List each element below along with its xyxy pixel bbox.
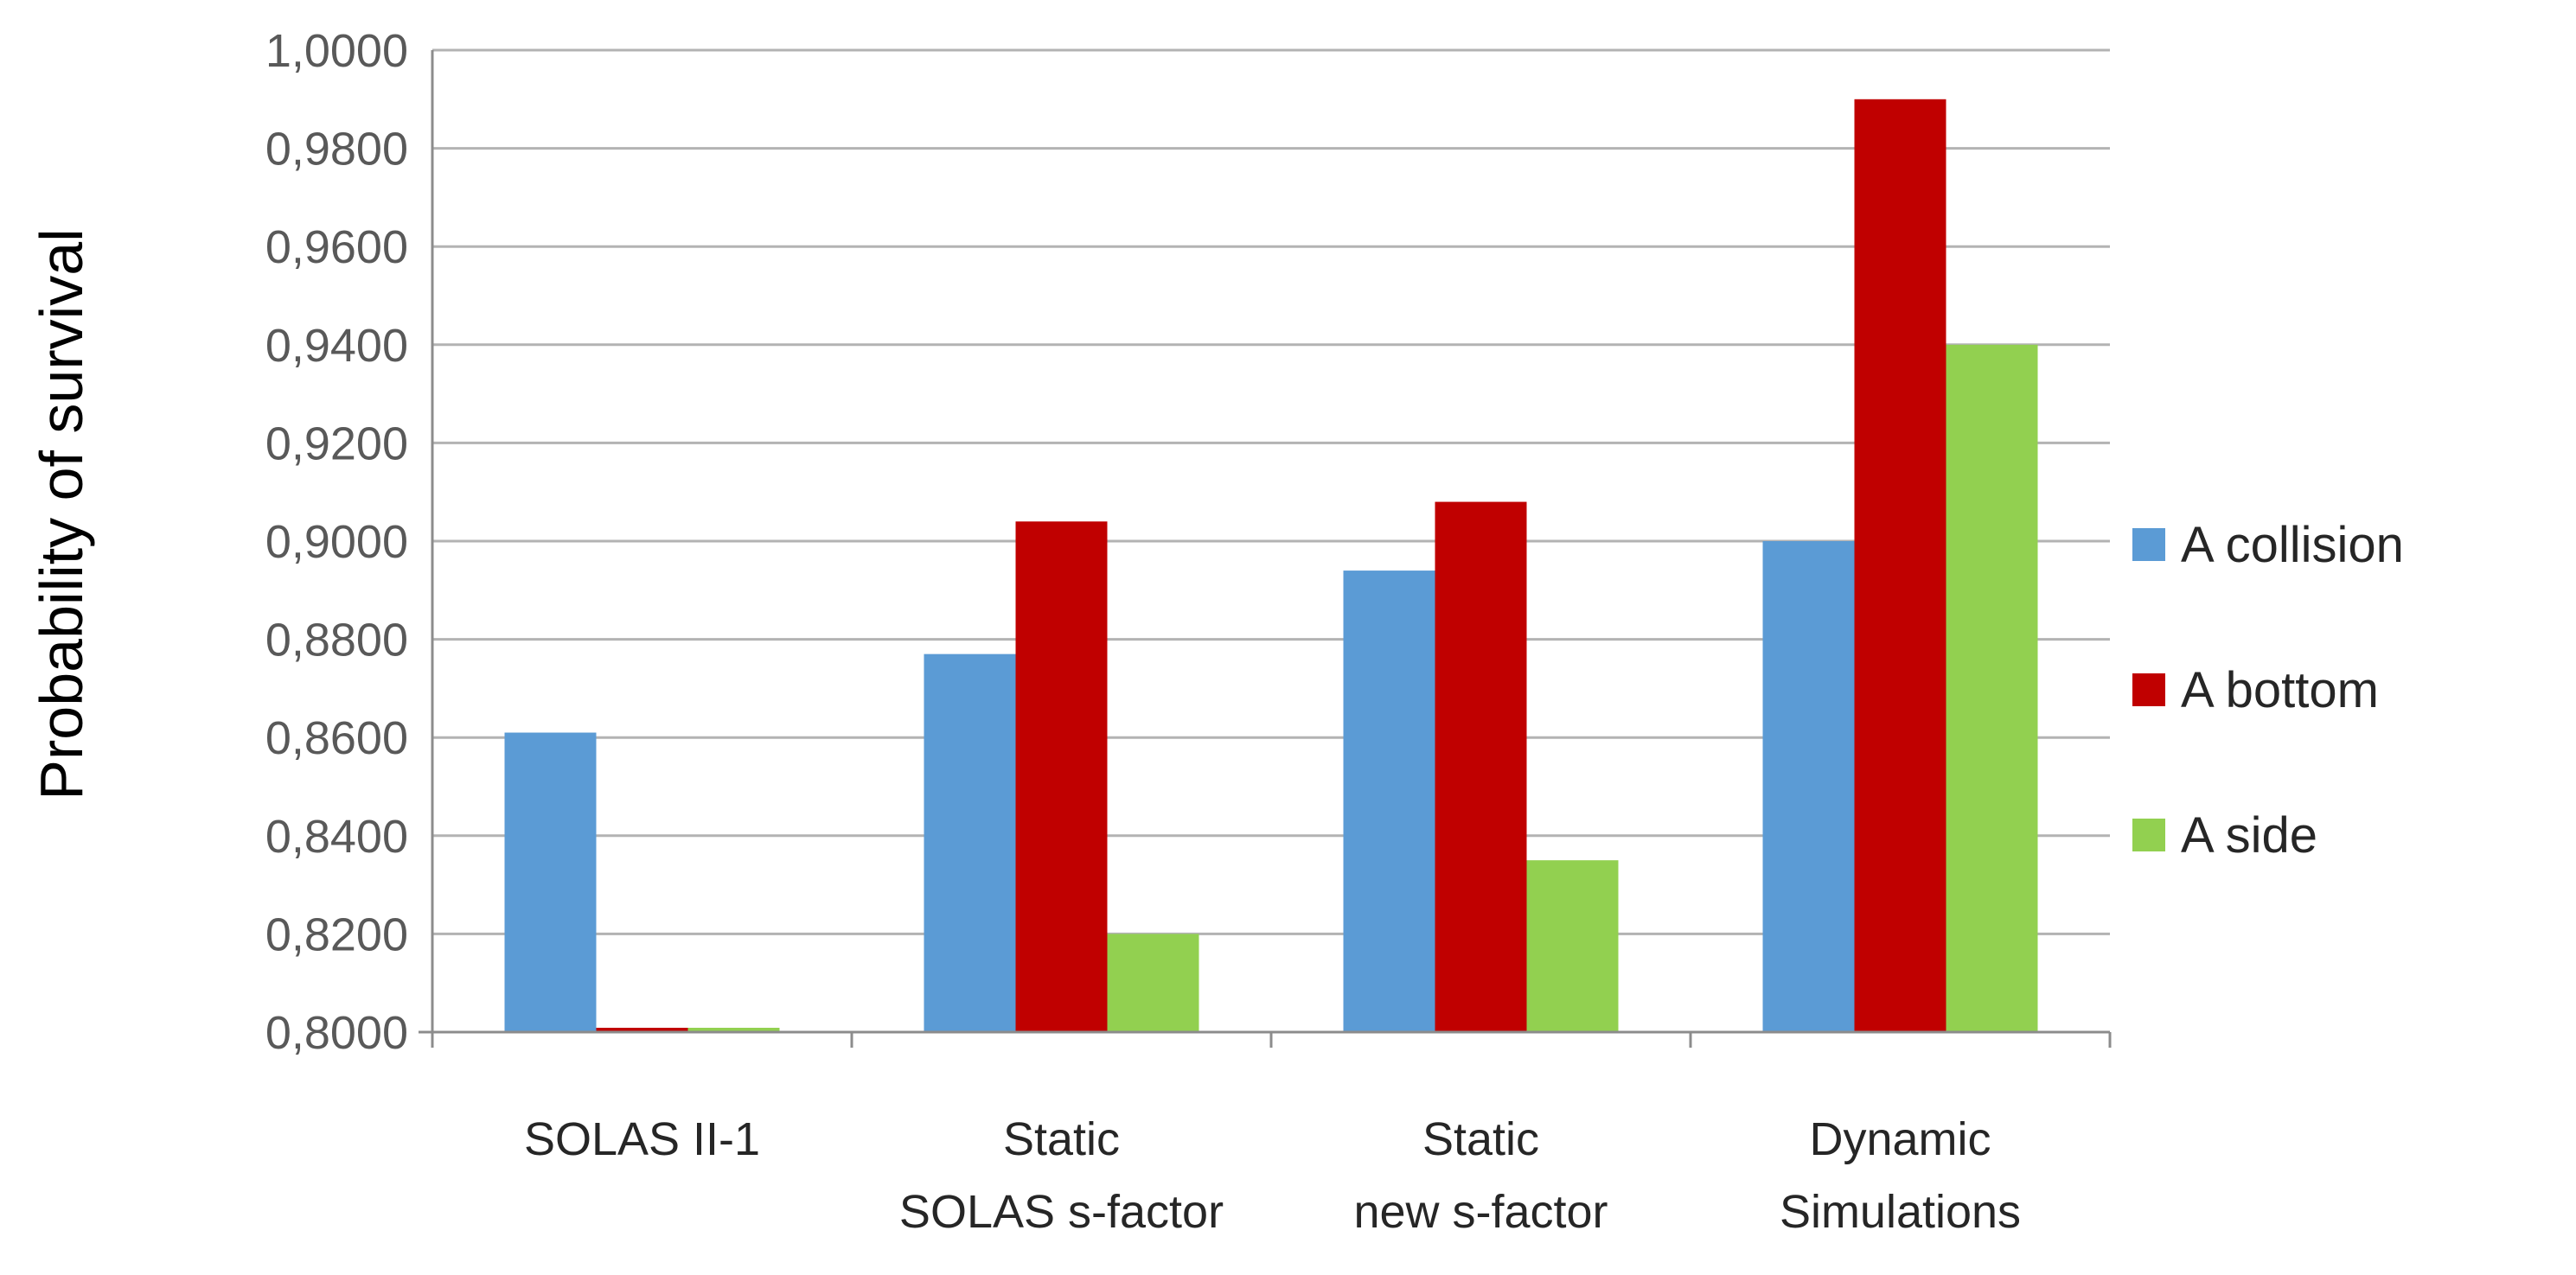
- y-tick-label: 0,8000: [265, 1007, 408, 1059]
- y-tick-label: 0,9400: [265, 320, 408, 372]
- y-tick-label: 0,8400: [265, 811, 408, 863]
- y-tick-label: 0,9200: [265, 418, 408, 469]
- y-tick-label: 1,0000: [265, 25, 408, 77]
- x-category-label: Static: [1422, 1113, 1539, 1165]
- x-category-label: Dynamic: [1809, 1113, 1991, 1165]
- y-tick-label: 0,9600: [265, 221, 408, 273]
- legend: A collision A bottom A side: [2132, 517, 2404, 864]
- y-tick-label: 0,9000: [265, 516, 408, 568]
- bar-a-bottom: [1015, 521, 1108, 1032]
- bars: [504, 99, 2038, 1032]
- y-tick-label: 0,8600: [265, 712, 408, 764]
- bar-a-bottom: [1854, 99, 1946, 1032]
- y-axis-title: Probability of survival: [28, 228, 95, 800]
- bar-a-side: [1526, 860, 1619, 1032]
- bar-a-collision: [1343, 571, 1435, 1032]
- legend-swatch: [2132, 528, 2165, 561]
- bar-a-side: [1946, 344, 2038, 1032]
- legend-label: A collision: [2181, 517, 2404, 573]
- bar-a-collision: [504, 732, 597, 1032]
- y-tick-label: 0,9800: [265, 124, 408, 175]
- x-category-label: SOLAS II-1: [524, 1113, 760, 1165]
- category-labels: SOLAS II-1 Static SOLAS s-factor Static new …: [524, 1113, 2021, 1238]
- bar-a-collision: [924, 653, 1016, 1032]
- bar-a-collision: [1762, 541, 1855, 1032]
- x-category-label: new s-factor: [1353, 1186, 1608, 1238]
- bar-a-side: [687, 1028, 780, 1032]
- y-tick-label: 0,8200: [265, 908, 408, 960]
- legend-swatch: [2132, 673, 2165, 706]
- gridlines: [432, 48, 2110, 935]
- x-category-label: Simulations: [1780, 1186, 2021, 1238]
- legend-swatch: [2132, 819, 2165, 851]
- x-category-label: SOLAS s-factor: [899, 1186, 1224, 1238]
- x-category-label: Static: [1003, 1113, 1120, 1165]
- legend-label: A bottom: [2181, 662, 2379, 718]
- bar-a-bottom: [596, 1028, 688, 1032]
- y-tick-labels: 0,8000 0,8200 0,8400 0,8600 0,8800 0,9000 0,92…: [265, 25, 408, 1059]
- axes: [419, 50, 2112, 1048]
- y-tick-label: 0,8800: [265, 615, 408, 666]
- legend-label: A side: [2181, 807, 2317, 864]
- bar-a-side: [1107, 934, 1199, 1032]
- bar-a-bottom: [1435, 501, 1527, 1032]
